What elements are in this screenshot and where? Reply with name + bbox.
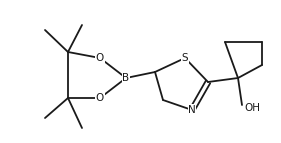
Text: B: B xyxy=(123,73,130,83)
Text: O: O xyxy=(96,93,104,103)
Text: O: O xyxy=(96,53,104,63)
Text: OH: OH xyxy=(244,103,260,113)
Text: N: N xyxy=(188,105,196,115)
Text: S: S xyxy=(182,53,188,63)
